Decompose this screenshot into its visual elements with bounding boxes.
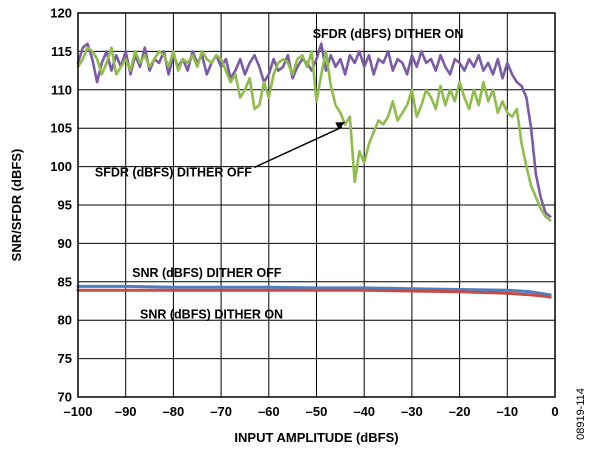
y-axis-title: SNR/SFDR (dBFS) <box>9 149 24 262</box>
y-tick-label: 100 <box>50 159 72 174</box>
annotation-arrow-head <box>335 122 346 130</box>
y-tick-label: 70 <box>58 390 72 405</box>
snr-dither-on-label: SNR (dBFS) DITHER ON <box>140 308 283 322</box>
snr-dither-off-line <box>76 284 552 297</box>
sfdr-dither-off-line <box>76 46 552 222</box>
x-tick-label: –40 <box>353 404 375 419</box>
figure-id: 08919-114 <box>575 388 587 440</box>
x-axis-title: INPUT AMPLITUDE (dBFS) <box>234 430 398 445</box>
x-tick-label: –80 <box>163 404 185 419</box>
annotation-arrow-line <box>253 126 343 169</box>
y-tick-label: 115 <box>51 44 72 59</box>
y-tick-label: 85 <box>58 274 72 289</box>
y-tick-label: 95 <box>58 198 72 213</box>
sfdr-dither-on-label: SFDR (dBFS) DITHER ON <box>313 27 464 41</box>
series-lines <box>76 42 552 299</box>
x-tick-label: –90 <box>115 404 137 419</box>
snr-dither-off-label: SNR (dBFS) DITHER OFF <box>132 266 282 280</box>
y-tick-label: 75 <box>58 351 72 366</box>
annotations: SFDR (dBFS) DITHER ON SFDR (dBFS) DITHER … <box>95 27 463 321</box>
grid-lines <box>78 13 555 397</box>
x-tick-label: –50 <box>306 404 328 419</box>
plot-frame <box>77 12 556 398</box>
x-tick-label: –10 <box>496 404 518 419</box>
x-tick-label: –70 <box>210 404 232 419</box>
y-tick-label: 110 <box>51 82 72 97</box>
x-tick-label: –20 <box>449 404 471 419</box>
y-tick-label: 80 <box>58 313 72 328</box>
y-tick-label: 105 <box>50 121 72 136</box>
x-tick-label: –60 <box>258 404 280 419</box>
x-tick-label: 0 <box>551 404 558 419</box>
y-tick-label: 120 <box>50 6 72 21</box>
x-tick-label: –100 <box>64 404 93 419</box>
x-tick-label: –30 <box>401 404 423 419</box>
snr-dither-on-line <box>76 288 552 299</box>
y-tick-label: 90 <box>58 236 72 251</box>
sfdr-dither-off-label: SFDR (dBFS) DITHER OFF <box>95 165 252 179</box>
